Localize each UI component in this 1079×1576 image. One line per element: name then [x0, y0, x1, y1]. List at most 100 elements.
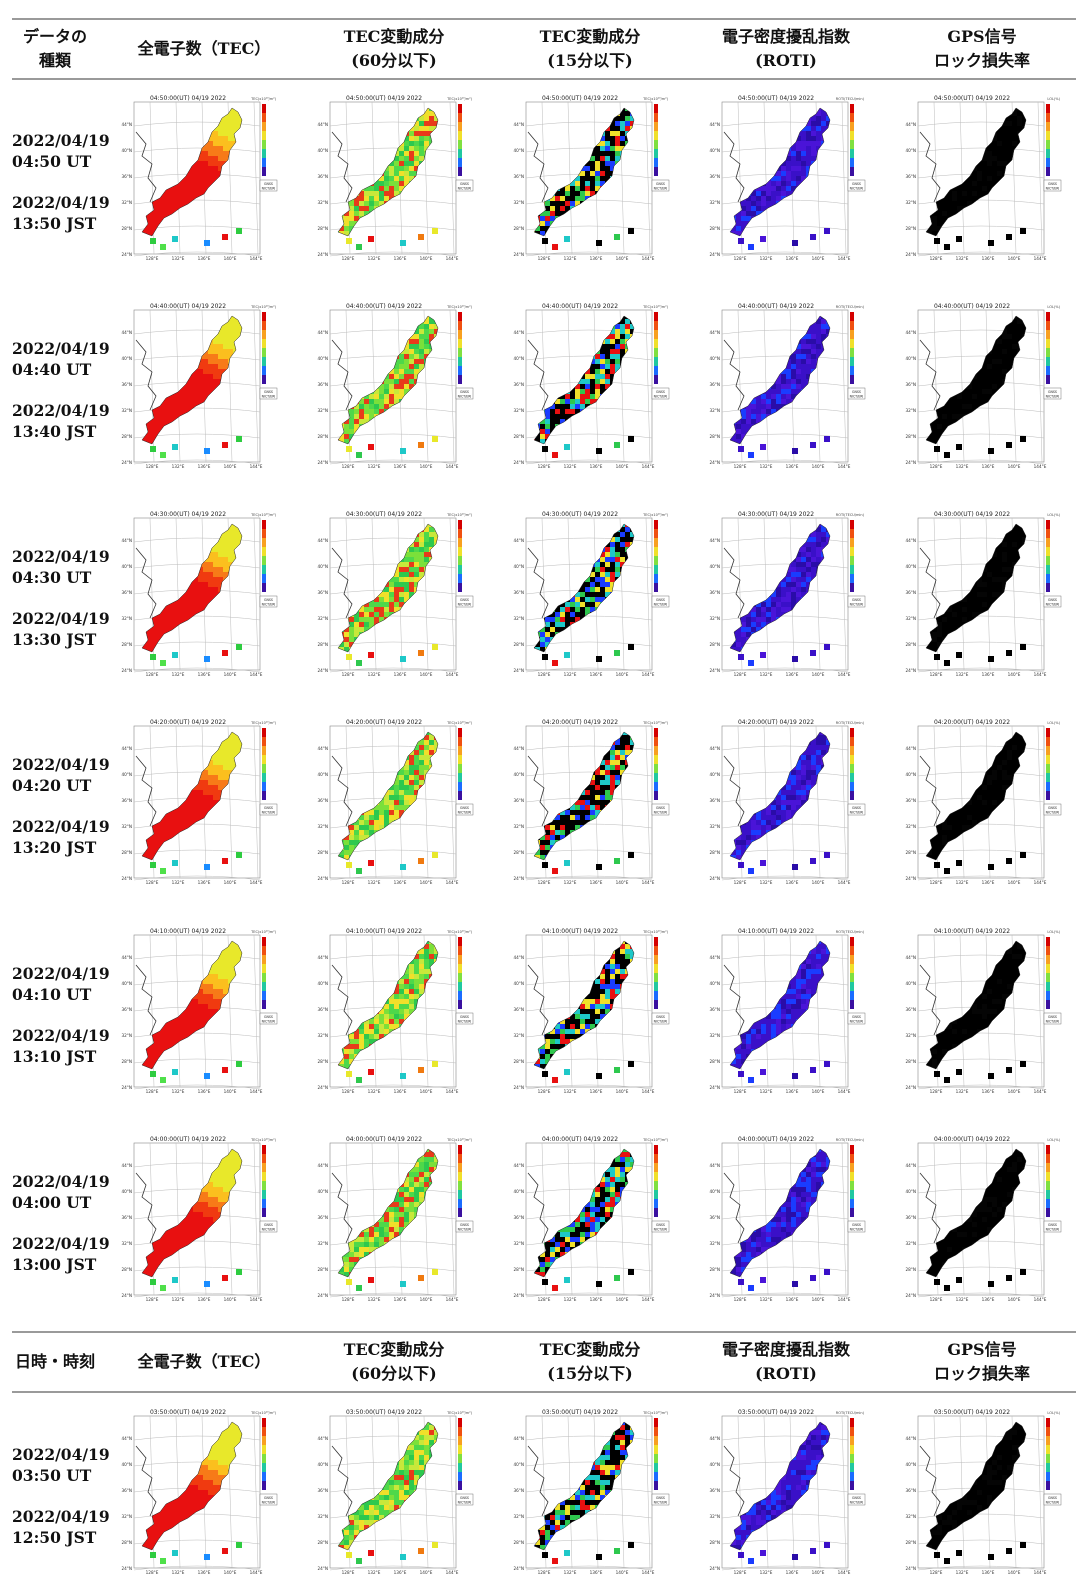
data-cell	[379, 196, 384, 201]
data-cell	[615, 146, 620, 151]
data-cell	[203, 161, 208, 166]
data-cell	[228, 339, 233, 344]
data-cell	[399, 161, 404, 166]
data-cell	[404, 141, 409, 146]
data-cell	[213, 171, 218, 176]
header-text: ロック損失率	[934, 1362, 1030, 1386]
data-cell	[409, 141, 414, 146]
data-cell	[937, 216, 942, 221]
data-cell	[811, 136, 816, 141]
data-cell	[590, 161, 595, 166]
data-cell	[223, 359, 228, 364]
data-cell	[585, 186, 590, 191]
data-cell	[404, 364, 409, 369]
data-cell	[228, 349, 233, 354]
data-cell	[409, 146, 414, 151]
data-cell	[957, 191, 962, 196]
data-cell	[374, 404, 379, 409]
data-cell	[198, 186, 203, 191]
data-cell	[796, 161, 801, 166]
data-cell	[409, 349, 414, 354]
colorbar-step	[262, 375, 266, 384]
data-cell	[228, 141, 233, 146]
data-cell	[816, 126, 821, 131]
data-cell	[932, 221, 937, 226]
data-cell	[801, 156, 806, 161]
lon-tick-label: 144°E	[250, 464, 263, 469]
data-cell	[1012, 136, 1017, 141]
data-cell	[414, 126, 419, 131]
data-cell	[414, 364, 419, 369]
data-cell	[605, 171, 610, 176]
data-cell	[560, 206, 565, 211]
data-cell	[736, 226, 741, 231]
data-cell	[404, 349, 409, 354]
data-cell	[781, 176, 786, 181]
data-cell	[781, 186, 786, 191]
colorbar-unit: TEC(x10¹⁶/m²)	[250, 97, 276, 101]
data-cell	[173, 399, 178, 404]
data-cell	[193, 399, 198, 404]
map-title: 04:50:00(UT) 04/19 2022	[346, 95, 422, 102]
data-cell	[198, 379, 203, 384]
header-text: 日時・時刻	[15, 1350, 95, 1374]
data-cell	[962, 186, 967, 191]
data-cell	[796, 151, 801, 156]
island-cell	[432, 228, 438, 234]
data-cell	[379, 404, 384, 409]
data-cell	[615, 339, 620, 344]
island-cell	[760, 236, 766, 242]
data-cell	[610, 364, 615, 369]
island-cell	[552, 244, 558, 250]
island-cell	[172, 236, 178, 242]
island-cell	[748, 244, 754, 250]
data-cell	[620, 329, 625, 334]
colorbar-unit: LOL(%)	[1047, 97, 1060, 101]
data-cell	[565, 191, 570, 196]
data-cell	[992, 156, 997, 161]
data-cell	[198, 394, 203, 399]
data-cell	[223, 354, 228, 359]
data-cell	[208, 359, 213, 364]
data-cell	[821, 121, 826, 126]
data-cell	[766, 196, 771, 201]
lat-tick-label: 24°N	[905, 252, 916, 257]
data-cell	[158, 414, 163, 419]
data-cell	[997, 156, 1002, 161]
data-cell	[1012, 121, 1017, 126]
data-cell	[349, 409, 354, 414]
data-cell	[791, 151, 796, 156]
data-cell	[404, 156, 409, 161]
data-cell	[816, 121, 821, 126]
data-cell	[178, 409, 183, 414]
colorbar-step	[262, 104, 266, 113]
colorbar-step	[654, 122, 658, 131]
data-cell	[600, 354, 605, 359]
lat-tick-label: 44°N	[317, 330, 328, 335]
data-cell	[600, 146, 605, 151]
data-cell	[213, 136, 218, 141]
data-cell	[424, 126, 429, 131]
data-cell	[942, 201, 947, 206]
data-cell	[389, 379, 394, 384]
data-cell	[233, 329, 238, 334]
data-cell	[600, 364, 605, 369]
data-cell	[796, 156, 801, 161]
data-cell	[384, 384, 389, 389]
data-cell	[404, 146, 409, 151]
data-cell	[223, 146, 228, 151]
colorbar-unit: ROTI(TECU/min)	[836, 97, 865, 101]
data-cell	[997, 151, 1002, 156]
data-cell	[173, 196, 178, 201]
badge-text: NICT/ERI	[262, 395, 276, 399]
data-cell	[786, 181, 791, 186]
data-cell	[404, 374, 409, 379]
data-cell	[595, 374, 600, 379]
data-cell	[228, 344, 233, 349]
lon-tick-label: 128°E	[342, 464, 355, 469]
